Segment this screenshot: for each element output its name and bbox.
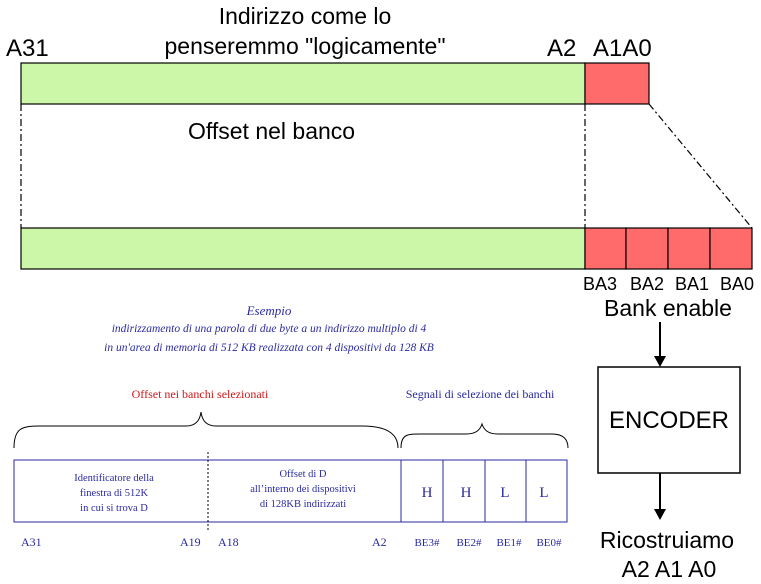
bank-label-ba0: BA0 [720, 274, 754, 294]
cell1-line-3: in cui si trova D [80, 503, 148, 514]
bottom-label-a19: A19 [180, 535, 201, 549]
offset-label: Offset nel banco [188, 118, 355, 144]
result-line-1: Ricostruiamo [600, 527, 734, 553]
bank-label-ba2: BA2 [630, 274, 664, 294]
bank-cell-ba3 [584, 227, 627, 270]
bank-label-ba3: BA3 [583, 274, 617, 294]
bank-cell-ba0 [709, 227, 753, 270]
bottom-label-a18: A18 [218, 535, 239, 549]
example-line-2: in un'area di memoria di 512 KB realizza… [104, 342, 434, 354]
result-line-2: A2 A1 A0 [622, 556, 717, 582]
brace-left [13, 411, 399, 449]
title-line-2: penseremmo "logicamente" [165, 33, 446, 59]
example-bar [13, 459, 568, 523]
bottom-label-a31: A31 [21, 535, 42, 549]
brace-left-label: Offset nei banchi selezionati [132, 387, 269, 401]
example-title: Esempio [246, 303, 292, 318]
connector-diagonal [648, 103, 753, 229]
brace-right-label: Segnali di selezione dei banchi [406, 387, 555, 401]
cell2-line-3: di 128KB indirizzati [260, 499, 346, 510]
bottom-label-be2: BE2# [456, 537, 482, 549]
title-line-1: Indirizzo come lo [219, 3, 392, 29]
bank-enable-label: Bank enable [604, 295, 732, 321]
encoder-box [597, 366, 741, 474]
signal-be1: L [500, 485, 509, 501]
bottom-label-be0: BE0# [536, 537, 562, 549]
signal-be2: H [461, 485, 472, 501]
bank-cell-ba2 [625, 227, 669, 270]
bottom-label-be3: BE3# [414, 537, 440, 549]
cell1-line-1: Identificatore della [74, 473, 154, 484]
physical-address-bar [20, 227, 586, 270]
label-a1a0-top: A1A0 [593, 35, 652, 62]
cell1-line-2: finestra di 512K [80, 488, 149, 499]
bottom-label-a2: A2 [372, 535, 387, 549]
label-a2-top: A2 [547, 35, 576, 62]
label-a31-top: A31 [6, 35, 49, 62]
bank-label-ba1: BA1 [675, 274, 709, 294]
cell2-line-1: Offset di D [279, 469, 326, 480]
low-bits-block [584, 62, 650, 105]
bank-cell-ba1 [667, 227, 711, 270]
bottom-label-be1: BE1# [496, 537, 522, 549]
example-line-1: indirizzamento di una parola di due byte… [112, 323, 427, 335]
cell2-line-2: all’interno dei dispositivi [250, 484, 356, 495]
arrow-head-result [654, 509, 666, 520]
logical-address-bar [20, 62, 586, 105]
signal-be3: H [422, 485, 433, 501]
encoder-label: ENCODER [609, 407, 729, 434]
signal-be0: L [539, 485, 548, 501]
arrow-head-encoder [654, 356, 666, 367]
brace-right [400, 422, 569, 449]
